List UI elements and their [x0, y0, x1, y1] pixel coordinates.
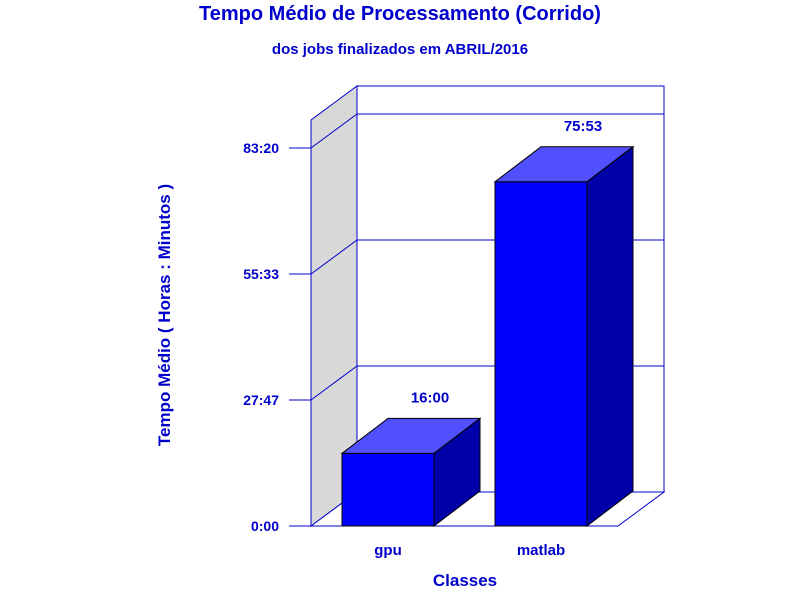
y-tick-label: 55:33	[243, 266, 279, 282]
plot-area: 0:00 27:47 55:33 83:20 16:00 gpu 75:53 matlab	[243, 85, 666, 559]
chart-subtitle: dos jobs finalizados em ABRIL/2016	[272, 41, 528, 58]
bar-side	[586, 145, 634, 528]
y-tick-label: 27:47	[243, 392, 279, 408]
data-label: 16:00	[411, 389, 449, 406]
y-axis-label: Tempo Médio ( Horas : Minutos )	[155, 184, 174, 446]
bar-front	[341, 452, 435, 527]
data-label: 75:53	[564, 118, 602, 135]
x-axis-label: Classes	[433, 571, 497, 590]
y-tick-label: 0:00	[251, 518, 279, 534]
x-tick-label: matlab	[517, 542, 565, 559]
x-tick-label: gpu	[374, 542, 402, 559]
gridline-diagonal	[310, 365, 358, 401]
gridline-diagonal	[310, 239, 358, 275]
y-tick-label: 83:20	[243, 140, 279, 156]
gridline-diagonal	[310, 113, 358, 149]
bar-side	[433, 417, 481, 528]
bar-front	[494, 181, 588, 527]
chart-title: Tempo Médio de Processamento (Corrido)	[199, 3, 601, 25]
